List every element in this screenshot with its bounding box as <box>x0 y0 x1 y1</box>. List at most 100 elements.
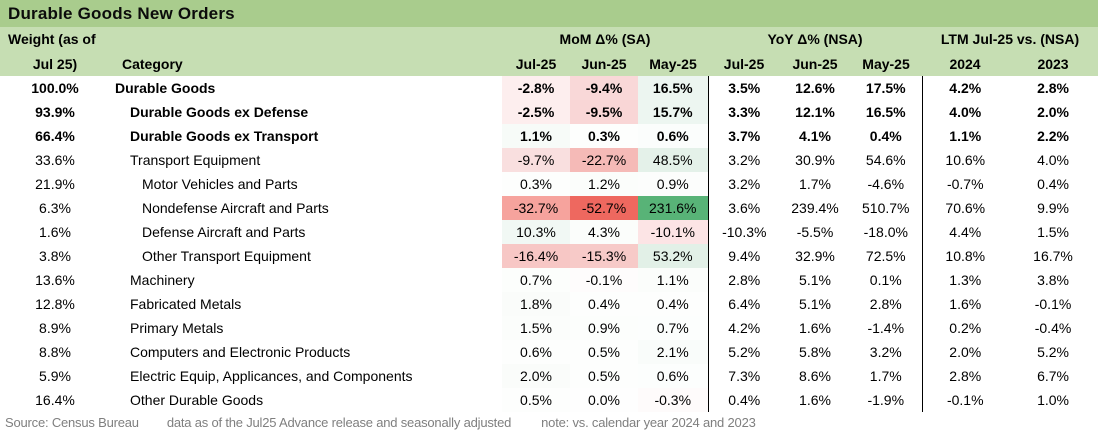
comparison-note: note: vs. calendar year 2024 and 2023 <box>541 415 756 430</box>
table-row: 100.0% Durable Goods -2.8% -9.4% 16.5% 3.5% 12… <box>0 76 1099 100</box>
ltm-cell: 0.2% <box>921 316 1009 340</box>
col-header-mom-jun25: Jun-25 <box>570 51 638 76</box>
mom-cell: -9.5% <box>570 100 638 124</box>
ltm-cell: -0.4% <box>1008 316 1099 340</box>
table-row: 1.6% Defense Aircraft and Parts 10.3% 4.3% -… <box>0 220 1099 244</box>
yoy-cell: -5.5% <box>780 220 851 244</box>
weight-cell: 3.8% <box>0 244 110 268</box>
category-cell: Computers and Electronic Products <box>110 340 502 364</box>
yoy-cell: 6.4% <box>707 292 781 316</box>
ltm-cell: 1.0% <box>1008 388 1099 412</box>
ltm-cell: 5.2% <box>1008 340 1099 364</box>
ltm-cell: 4.0% <box>1008 148 1099 172</box>
durable-goods-table: Weight (as of MoM Δ% (SA) YoY Δ% (NSA) L… <box>0 27 1099 412</box>
mom-cell: 16.5% <box>638 76 709 100</box>
weight-cell: 13.6% <box>0 268 110 292</box>
ltm-cell: 2.8% <box>1008 76 1099 100</box>
weight-cell: 8.9% <box>0 316 110 340</box>
yoy-cell: 16.5% <box>850 100 923 124</box>
yoy-cell: 3.2% <box>707 148 781 172</box>
table-row: 6.3% Nondefense Aircraft and Parts -32.7% -… <box>0 196 1099 220</box>
category-cell: Transport Equipment <box>110 148 502 172</box>
mom-cell: 53.2% <box>638 244 709 268</box>
yoy-cell: 3.6% <box>707 196 781 220</box>
column-header-row: Jul 25) Category Jul-25 Jun-25 May-25 Ju… <box>0 51 1099 76</box>
mom-cell: -32.7% <box>502 196 570 220</box>
ltm-cell: 10.6% <box>921 148 1009 172</box>
mom-cell: -22.7% <box>570 148 638 172</box>
ltm-cell: 1.6% <box>921 292 1009 316</box>
mom-cell: -15.3% <box>570 244 638 268</box>
col-header-yoy-jun25: Jun-25 <box>780 51 851 76</box>
ltm-cell: -0.1% <box>921 388 1009 412</box>
yoy-cell: 2.8% <box>850 292 923 316</box>
ltm-cell: 0.4% <box>1008 172 1099 196</box>
table-row: 33.6% Transport Equipment -9.7% -22.7% 48.5%… <box>0 148 1099 172</box>
mom-cell: 0.3% <box>570 124 638 148</box>
mom-cell: 0.3% <box>502 172 570 196</box>
category-cell: Primary Metals <box>110 316 502 340</box>
report-title-bar: Durable Goods New Orders <box>0 0 1098 27</box>
col-header-ltm-2024: 2024 <box>922 51 1009 76</box>
ltm-cell: 4.4% <box>921 220 1009 244</box>
ltm-cell: 16.7% <box>1008 244 1099 268</box>
group-header-yoy: YoY Δ% (NSA) <box>708 27 923 51</box>
mom-cell: 1.2% <box>570 172 638 196</box>
ltm-cell: 70.6% <box>921 196 1009 220</box>
yoy-cell: 3.2% <box>850 340 923 364</box>
yoy-cell: 1.6% <box>780 316 851 340</box>
category-cell: Durable Goods <box>110 76 502 100</box>
yoy-cell: -1.9% <box>850 388 923 412</box>
yoy-cell: 7.3% <box>707 364 781 388</box>
col-header-mom-jul25: Jul-25 <box>502 51 570 76</box>
yoy-cell: 4.2% <box>707 316 781 340</box>
ltm-cell: 2.0% <box>921 340 1009 364</box>
mom-cell: 0.4% <box>570 292 638 316</box>
mom-cell: 0.6% <box>502 340 570 364</box>
mom-cell: 15.7% <box>638 100 709 124</box>
mom-cell: 4.3% <box>570 220 638 244</box>
weight-cell: 6.3% <box>0 196 110 220</box>
yoy-cell: 3.5% <box>707 76 781 100</box>
weight-cell: 100.0% <box>0 76 110 100</box>
category-cell: Electric Equip, Applicances, and Compone… <box>110 364 502 388</box>
ltm-cell: 10.8% <box>921 244 1009 268</box>
mom-cell: 0.4% <box>638 292 709 316</box>
yoy-cell: 3.7% <box>707 124 781 148</box>
mom-cell: -10.1% <box>638 220 709 244</box>
yoy-cell: 32.9% <box>780 244 851 268</box>
weight-cell: 33.6% <box>0 148 110 172</box>
weight-cell: 16.4% <box>0 388 110 412</box>
mom-cell: 0.7% <box>502 268 570 292</box>
footer-notes: Source: Census Bureau data as of the Jul… <box>0 412 1101 433</box>
yoy-cell: 3.2% <box>707 172 781 196</box>
ltm-cell: 9.9% <box>1008 196 1099 220</box>
yoy-cell: 3.3% <box>707 100 781 124</box>
yoy-cell: -18.0% <box>850 220 923 244</box>
ltm-cell: -0.1% <box>1008 292 1099 316</box>
mom-cell: 0.9% <box>638 172 709 196</box>
ltm-cell: -0.7% <box>921 172 1009 196</box>
mom-cell: 1.1% <box>638 268 709 292</box>
ltm-cell: 2.0% <box>1008 100 1099 124</box>
yoy-cell: 12.6% <box>780 76 851 100</box>
mom-cell: 0.6% <box>638 364 709 388</box>
weight-cell: 8.8% <box>0 340 110 364</box>
yoy-cell: 8.6% <box>780 364 851 388</box>
group-header-ltm: LTM Jul-25 vs. (NSA) <box>922 27 1099 51</box>
category-cell: Other Durable Goods <box>110 388 502 412</box>
yoy-cell: 12.1% <box>780 100 851 124</box>
weight-cell: 21.9% <box>0 172 110 196</box>
ltm-cell: 4.0% <box>921 100 1009 124</box>
mom-cell: -9.4% <box>570 76 638 100</box>
yoy-cell: 9.4% <box>707 244 781 268</box>
yoy-cell: 0.4% <box>707 388 781 412</box>
table-row: 16.4% Other Durable Goods 0.5% 0.0% -0.3% 0.4… <box>0 388 1099 412</box>
mom-cell: 0.5% <box>502 388 570 412</box>
table-row: 13.6% Machinery 0.7% -0.1% 1.1% 2.8% 5.1% 0.1% 1… <box>0 268 1099 292</box>
yoy-cell: 5.1% <box>780 292 851 316</box>
yoy-cell: -1.4% <box>850 316 923 340</box>
mom-cell: 231.6% <box>638 196 709 220</box>
ltm-cell: 2.2% <box>1008 124 1099 148</box>
category-cell: Defense Aircraft and Parts <box>110 220 502 244</box>
